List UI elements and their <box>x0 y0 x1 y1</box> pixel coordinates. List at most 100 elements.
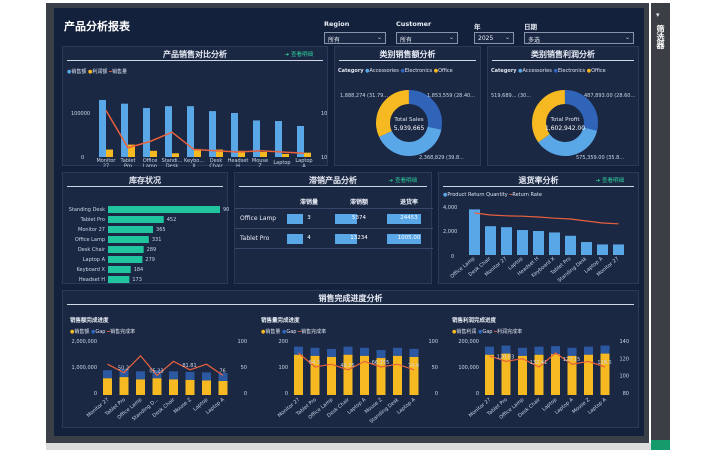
inventory-bar <box>108 226 154 233</box>
legend-item: Electronics <box>404 68 433 74</box>
table-cell: 1005.00 <box>385 233 433 244</box>
cell-value: 24453 <box>400 214 418 221</box>
inventory-bar <box>108 276 130 283</box>
customer-select[interactable]: 所有 ⌄ <box>396 32 458 44</box>
gap-bar <box>327 348 336 357</box>
profit-bar <box>194 148 201 157</box>
donut-center-value: 1,602,942.00 <box>545 125 585 132</box>
year-select-value: 2025 <box>478 35 494 42</box>
table-cell: 3 <box>285 213 333 224</box>
completion-bar <box>518 355 527 395</box>
gap-bar <box>501 345 511 354</box>
completion-panel: 销售完成进度分析 销售额完成进度 ●销售额 ●Gap ━销售完成率 2,000,0… <box>62 290 639 428</box>
legend-marker: ● <box>477 329 483 335</box>
inventory-row-label: Laptop A <box>83 257 106 263</box>
legend-item: 销售完成率 <box>110 329 136 335</box>
day-select[interactable]: 多选 ⌄ <box>524 32 634 44</box>
inventory-value: 289 <box>147 247 157 253</box>
inventory-bar <box>108 246 144 253</box>
inventory-row-label: Desk Chair <box>78 247 106 253</box>
gap-bar <box>534 346 544 355</box>
gap-bar <box>343 346 353 355</box>
inventory-row-label: Tablet Pro <box>80 217 105 223</box>
filter-sidebar[interactable]: ▾ 筛选器 <box>651 3 670 443</box>
gap-bar <box>393 347 402 356</box>
return-quantity-bar <box>485 226 496 255</box>
legend-item: Gap <box>95 329 108 335</box>
y-tick: 0 <box>81 155 84 161</box>
divider <box>67 60 323 61</box>
view-details-link[interactable]: ➔ 查看明细 <box>284 52 313 58</box>
view-details-link[interactable]: ➔ 查看明细 <box>388 178 417 184</box>
x-tick-label: Keybo... <box>184 158 204 164</box>
chevron-down-icon: ⌄ <box>376 34 382 41</box>
cell-value: 1005.00 <box>397 234 421 241</box>
year-filter-label: 年 <box>474 23 481 31</box>
table-row[interactable]: Tablet Pro 4 13234 1005.00 <box>235 229 433 249</box>
year-select[interactable]: 2025 ⌄ <box>474 32 514 44</box>
data-label: 120.03 <box>497 354 515 360</box>
inventory-row-label: Headset H <box>79 277 105 283</box>
panel-title: 库存状况 <box>129 176 161 185</box>
donut-slice-office <box>532 90 598 156</box>
data-label: 66.155 <box>372 360 390 366</box>
data-label: 128.5 <box>597 360 611 366</box>
gap-bar <box>600 345 610 354</box>
dashboard-canvas: 产品分析报表 Region 所有 ⌄ Customer 所有 ⌄ 年 2025 … <box>54 8 644 436</box>
gap-bar <box>584 346 593 355</box>
column-header: 退货率 <box>399 199 418 206</box>
completion-bar <box>294 354 303 395</box>
divider <box>492 60 634 61</box>
gap-bar <box>185 371 195 380</box>
completion-bar <box>485 354 494 395</box>
legend-item: 销售量 <box>111 69 127 75</box>
y2-tick: 0 <box>244 391 247 397</box>
legend-item: 利润额 <box>92 69 108 75</box>
chevron-down-icon: ⌄ <box>624 34 630 41</box>
completion-bar <box>343 354 353 395</box>
funnel-icon[interactable]: ▾ <box>656 11 660 19</box>
gap-bar <box>360 347 369 356</box>
sales-bar <box>253 120 260 157</box>
region-select[interactable]: 所有 ⌄ <box>324 32 386 44</box>
sales-quantity-line <box>105 110 305 155</box>
table-row[interactable]: Office Lamp 3 5374 24453 <box>235 209 433 229</box>
legend-marker: ● <box>452 329 457 335</box>
legend-item: 销售额 <box>74 329 91 335</box>
panel-title: 产品销售对比分析 <box>163 50 227 59</box>
inventory-bar <box>108 266 131 273</box>
legend-item: Accessories <box>369 68 399 74</box>
legend-item: Return Rate <box>512 192 543 198</box>
y2-tick: 100 <box>237 339 247 345</box>
sales-bar <box>209 111 216 157</box>
y-tick: 0 <box>451 254 454 260</box>
legend-marker: ● <box>261 329 266 335</box>
legend-marker: ● <box>281 329 287 335</box>
view-details-link[interactable]: ➔ 查看明细 <box>595 178 624 184</box>
y-tick: 1,000,000 <box>72 365 97 371</box>
gap-bar <box>136 371 145 380</box>
column-header: 滞销额 <box>349 199 368 206</box>
inventory-value: 279 <box>145 257 155 263</box>
legend-title: Category <box>491 68 517 74</box>
gap-bar <box>152 370 162 379</box>
data-label: 49.35 <box>340 363 354 369</box>
legend-item: 销售量 <box>265 329 282 335</box>
profit-bar <box>304 152 311 157</box>
y2-tick: 0 <box>435 391 438 397</box>
return-quantity-bar <box>613 244 624 255</box>
data-label: 81.81 <box>182 363 196 369</box>
legend-item: Accessories <box>522 68 552 74</box>
inventory-bar <box>108 216 164 223</box>
gap-bar <box>409 348 419 357</box>
slice-callout: 519,689... (30... <box>491 93 532 99</box>
return-quantity-bar <box>597 244 608 255</box>
sales-bar <box>297 126 304 157</box>
gap-bar <box>518 347 527 356</box>
gap-bar <box>202 372 211 381</box>
data-label: 50.2 <box>118 366 129 372</box>
legend-item: Product Return Quantity <box>447 192 508 198</box>
region-filter-label: Region <box>324 20 350 28</box>
